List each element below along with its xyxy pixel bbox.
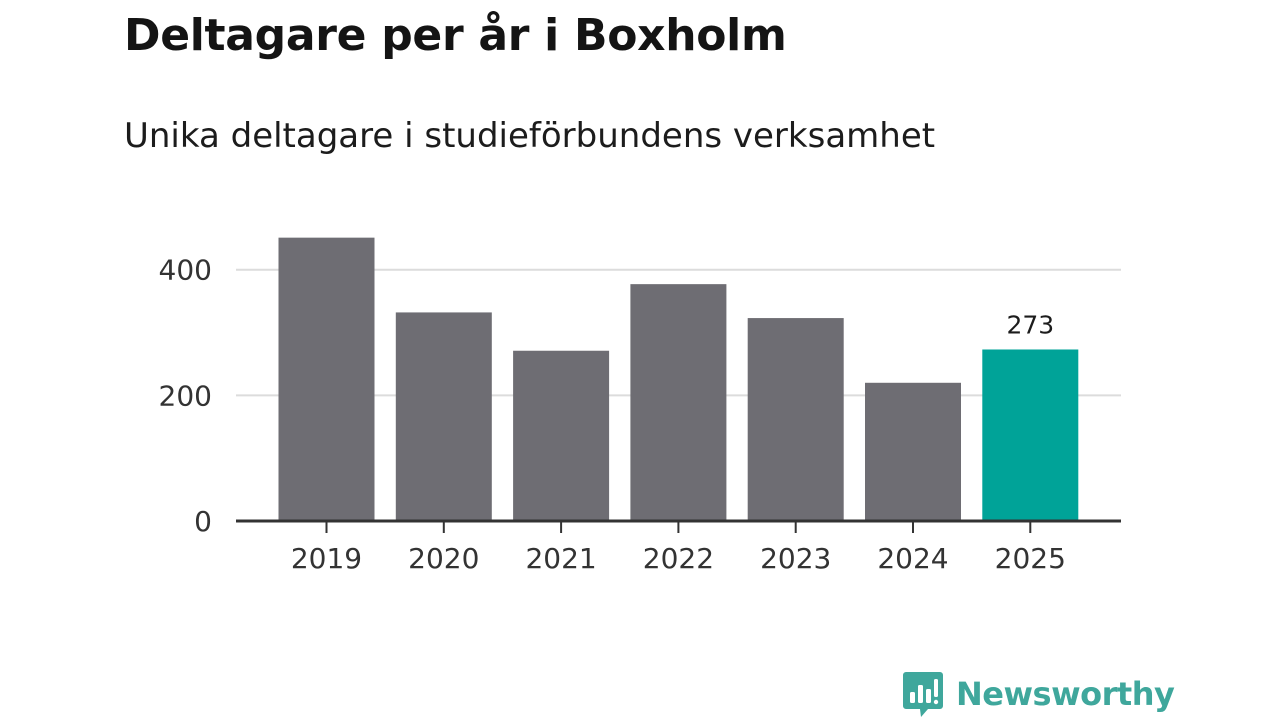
bar [982, 349, 1079, 521]
x-axis [236, 519, 1121, 533]
chart-title: Deltagare per år i Boxholm [124, 10, 787, 61]
brand-logo: Newsworthy [902, 670, 1175, 718]
x-tick-label: 2019 [291, 542, 362, 575]
x-tick-label: 2020 [408, 542, 479, 575]
brand-name: Newsworthy [956, 675, 1175, 713]
bar [278, 237, 375, 521]
y-tick-label: 400 [159, 254, 212, 287]
bar [630, 284, 727, 521]
newsworthy-logo-icon [903, 672, 943, 717]
bar [513, 350, 610, 521]
x-tick-label: 2023 [760, 542, 831, 575]
y-tick-label: 200 [159, 379, 212, 412]
bars [278, 237, 1079, 521]
y-tick-label: 0 [194, 505, 212, 538]
x-tick-label: 2025 [995, 542, 1066, 575]
bar [865, 382, 961, 521]
labels: 0 200 400 2019 2020 2021 2022 2023 2024 2025 273 [159, 254, 1066, 575]
bar [395, 312, 492, 521]
bar [747, 318, 844, 521]
x-tick-label: 2024 [877, 542, 948, 575]
x-tick-label: 2022 [643, 542, 714, 575]
data-label: 273 [1006, 310, 1054, 339]
x-tick-label: 2021 [525, 542, 596, 575]
chart-subtitle: Unika deltagare i studieförbundens verks… [124, 116, 936, 156]
